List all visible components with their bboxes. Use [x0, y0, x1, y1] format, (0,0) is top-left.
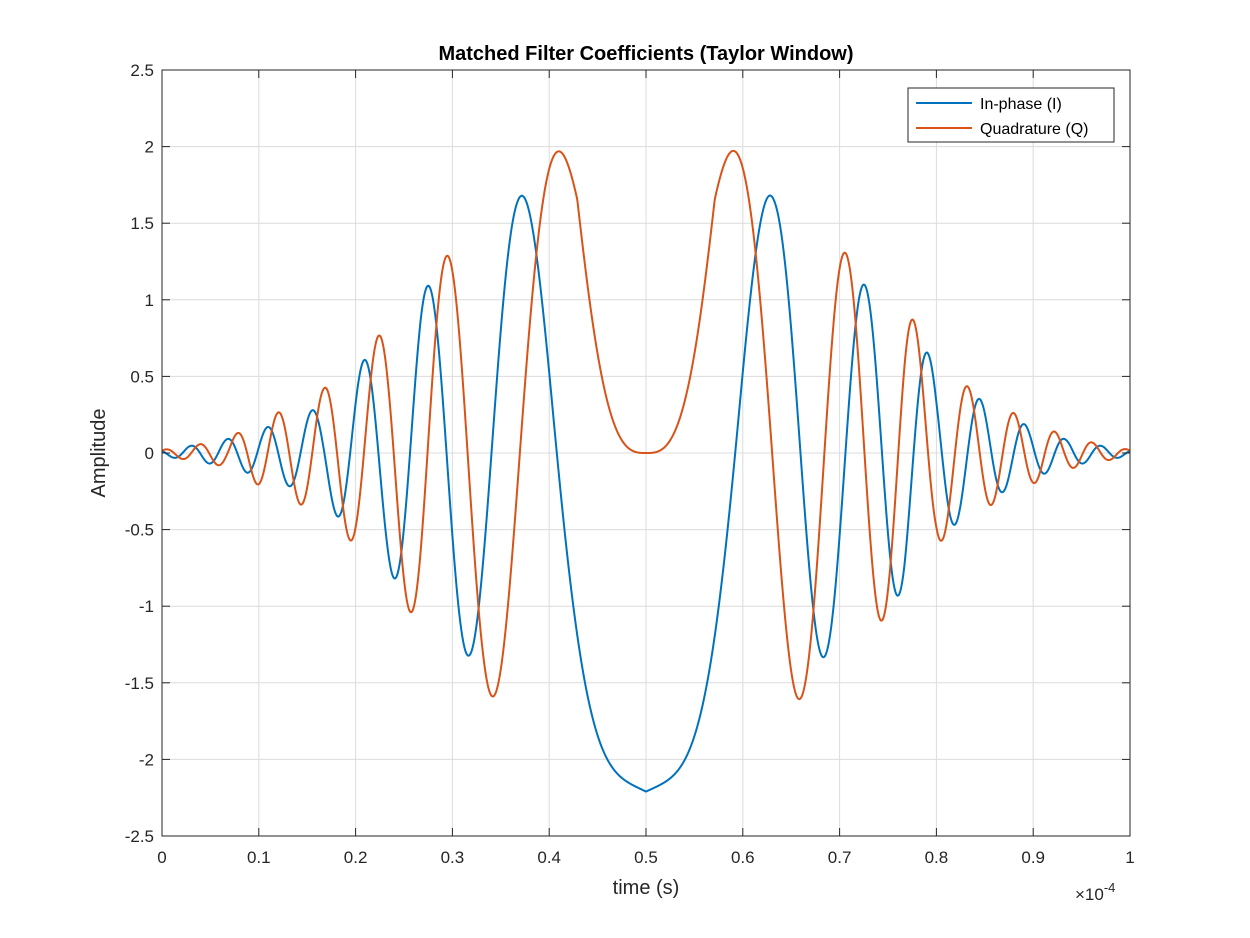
x-axis-label: time (s) [613, 877, 680, 899]
x-exponent-power: -4 [1104, 880, 1116, 895]
y-axis-label: Amplitude [88, 409, 110, 498]
x-tick-label: 0.1 [247, 848, 271, 867]
y-tick-label: -1 [139, 597, 154, 616]
chart-title: Matched Filter Coefficients (Taylor Wind… [438, 43, 853, 65]
x-tick-label: 0.5 [634, 848, 658, 867]
y-tick-label: 0 [145, 444, 154, 463]
x-tick-label: 0.7 [828, 848, 852, 867]
y-tick-label: 0.5 [130, 367, 154, 386]
y-tick-label: 1 [145, 291, 154, 310]
series-layer [161, 149, 1131, 793]
x-tick-label: 0.6 [731, 848, 755, 867]
y-tick-label: -1.5 [125, 674, 154, 693]
tick-labels: 0 0.1 0.2 0.3 0.4 0.5 0.6 0.7 0.8 0.9 1 2.5 2 1.5 1 0.5… [125, 61, 1135, 867]
ticks [161, 69, 1131, 837]
legend-label-quadrature: Quadrature (Q) [980, 121, 1088, 138]
y-tick-label: -2.5 [125, 827, 154, 846]
x-tick-label: 0.4 [537, 848, 561, 867]
y-tick-label: 1.5 [130, 214, 154, 233]
y-tick-label: -2 [139, 750, 154, 769]
x-tick-label: 0.2 [344, 848, 368, 867]
y-tick-label: 2.5 [130, 61, 154, 80]
x-tick-label: 1 [1125, 848, 1134, 867]
x-tick-label: 0.8 [925, 848, 949, 867]
x-exponent-base: ×10 [1075, 885, 1104, 904]
x-axis-exponent: ×10-4 [1075, 880, 1115, 904]
x-tick-label: 0.3 [441, 848, 465, 867]
series-line-quadrature [161, 149, 1131, 701]
legend-label-in-phase: In-phase (I) [980, 96, 1062, 113]
series-line-in_phase [161, 194, 1131, 793]
legend: In-phase (I) Quadrature (Q) [907, 87, 1115, 143]
y-tick-label: -0.5 [125, 521, 154, 540]
legend-box [907, 87, 1115, 143]
y-tick-label: 2 [145, 138, 154, 157]
x-tick-label: 0 [157, 848, 166, 867]
x-tick-label: 0.9 [1021, 848, 1045, 867]
